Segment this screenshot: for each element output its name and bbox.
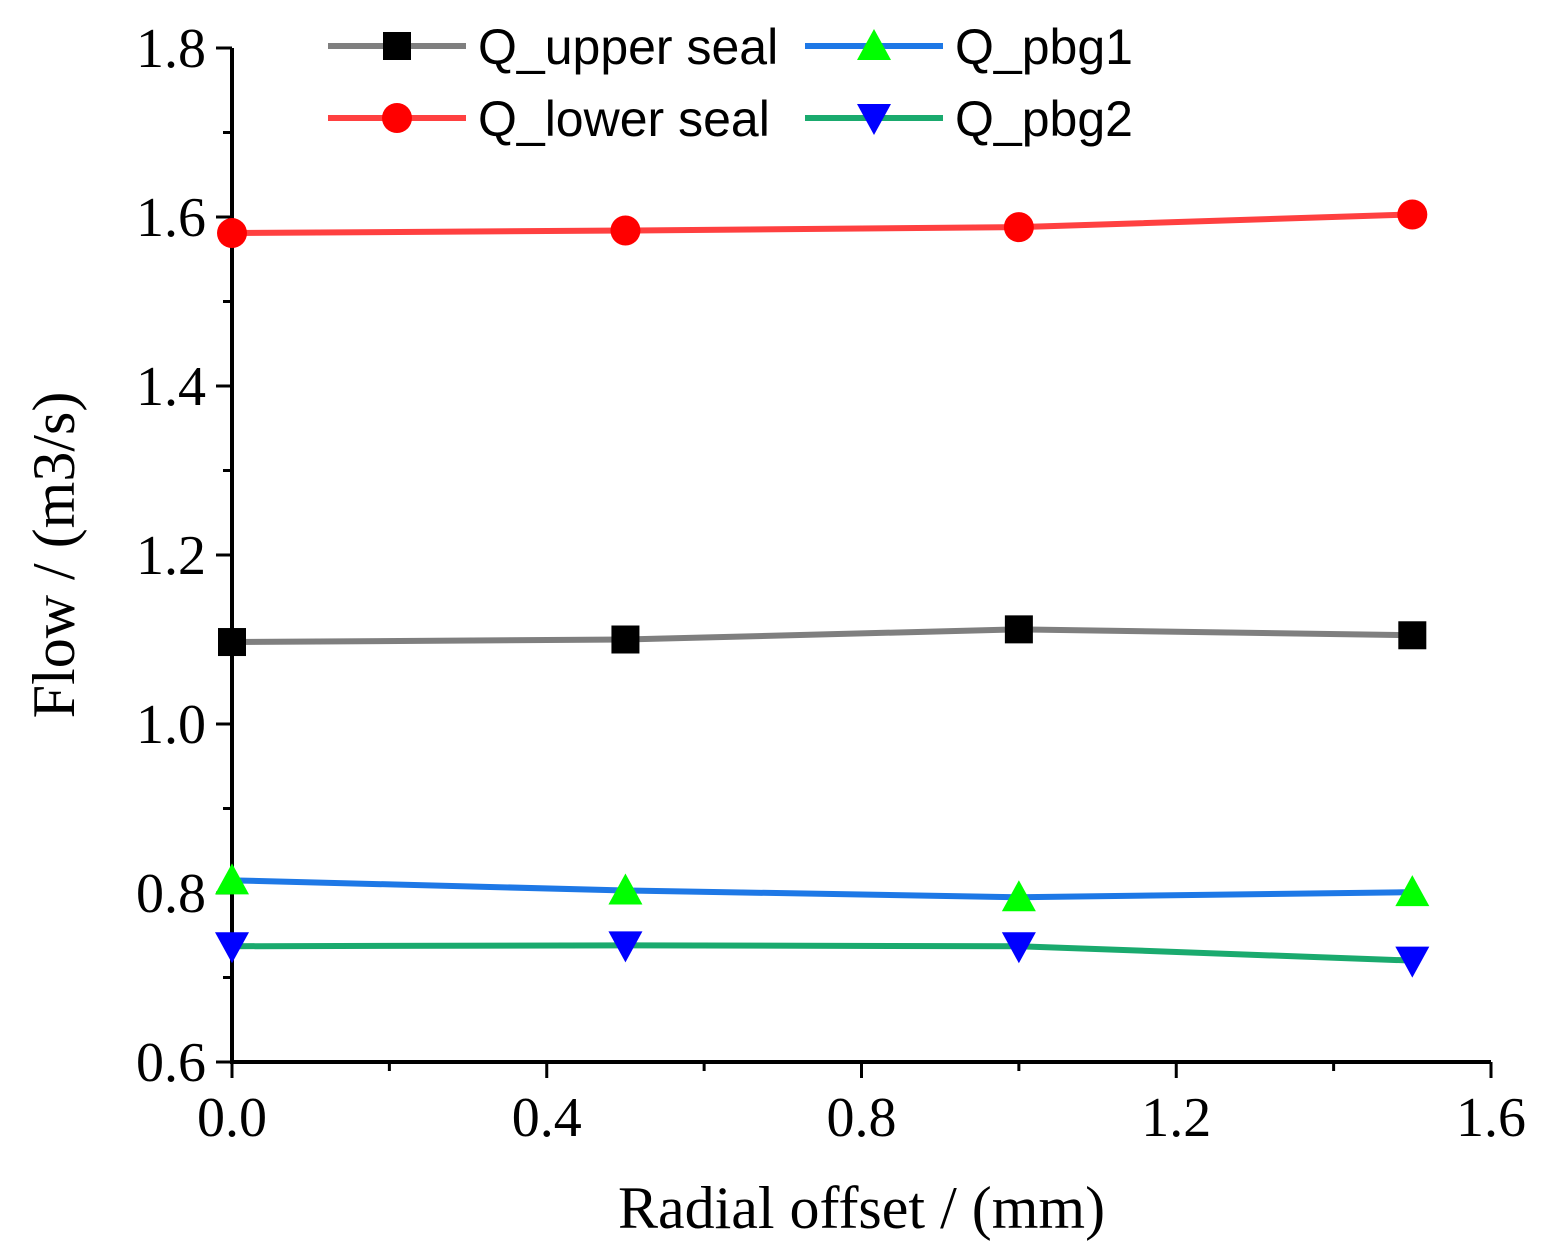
series-line (231, 211, 1413, 237)
data-point (1001, 880, 1036, 912)
legend-marker (382, 103, 412, 133)
y-tick-label: 0.8 (136, 863, 206, 925)
x-tick-label: 0.0 (197, 1087, 267, 1149)
x-tick-label: 0.4 (512, 1087, 582, 1149)
series-3 (215, 931, 1430, 978)
y-tick-label: 1.8 (136, 18, 206, 80)
data-point (218, 628, 246, 657)
y-tick-label: 1.0 (136, 694, 206, 756)
legend-item: Q_lower seal (328, 91, 770, 147)
data-point (1395, 875, 1430, 907)
data-point (217, 218, 247, 249)
legend-item: Q_pbg2 (805, 91, 1133, 147)
data-point (608, 931, 643, 963)
series-2 (215, 863, 1430, 912)
data-point (611, 625, 640, 654)
data-point (1004, 615, 1033, 644)
ticks: 0.0 0.4 0.8 1.2 1.6 0.6 0.8 1.0 1.2 1.4 1.6 1.8 (136, 18, 1526, 1149)
data-point (1395, 946, 1430, 978)
data-point (1001, 932, 1036, 964)
legend: Q_upper seal Q_lower seal Q_pbg1 Q_pbg2 (328, 19, 1133, 147)
y-tick-label: 1.4 (136, 356, 206, 418)
x-axis-title: Radial offset / (mm) (618, 1175, 1105, 1241)
data-point (215, 863, 249, 895)
legend-marker (383, 32, 411, 60)
legend-marker (857, 29, 891, 60)
legend-label: Q_pbg1 (955, 19, 1133, 75)
x-tick-label: 0.8 (827, 1087, 897, 1149)
data-point (1003, 212, 1034, 243)
series-line (231, 942, 1413, 964)
legend-item: Q_pbg1 (805, 19, 1133, 75)
series (215, 199, 1430, 978)
legend-marker (857, 104, 891, 135)
legend-label: Q_lower seal (478, 91, 770, 147)
data-point (215, 932, 249, 964)
legend-label: Q_upper seal (478, 19, 778, 75)
y-tick-label: 1.6 (136, 187, 206, 249)
data-point (610, 215, 641, 246)
series-line (231, 877, 1413, 901)
legend-label: Q_pbg2 (955, 91, 1133, 147)
x-tick-label: 1.2 (1141, 1087, 1211, 1149)
y-tick-label: 1.2 (136, 525, 206, 587)
series-0 (218, 615, 1427, 657)
series-line (231, 626, 1413, 646)
data-point (1398, 621, 1427, 650)
x-tick-label: 1.6 (1456, 1087, 1526, 1149)
data-point (608, 873, 643, 905)
legend-item: Q_upper seal (328, 19, 778, 75)
data-point (1397, 199, 1428, 230)
y-axis-title: Flow / (m3/s) (21, 392, 87, 719)
series-1 (217, 199, 1428, 249)
y-tick-label: 0.6 (136, 1032, 206, 1094)
axes (230, 48, 1491, 1064)
